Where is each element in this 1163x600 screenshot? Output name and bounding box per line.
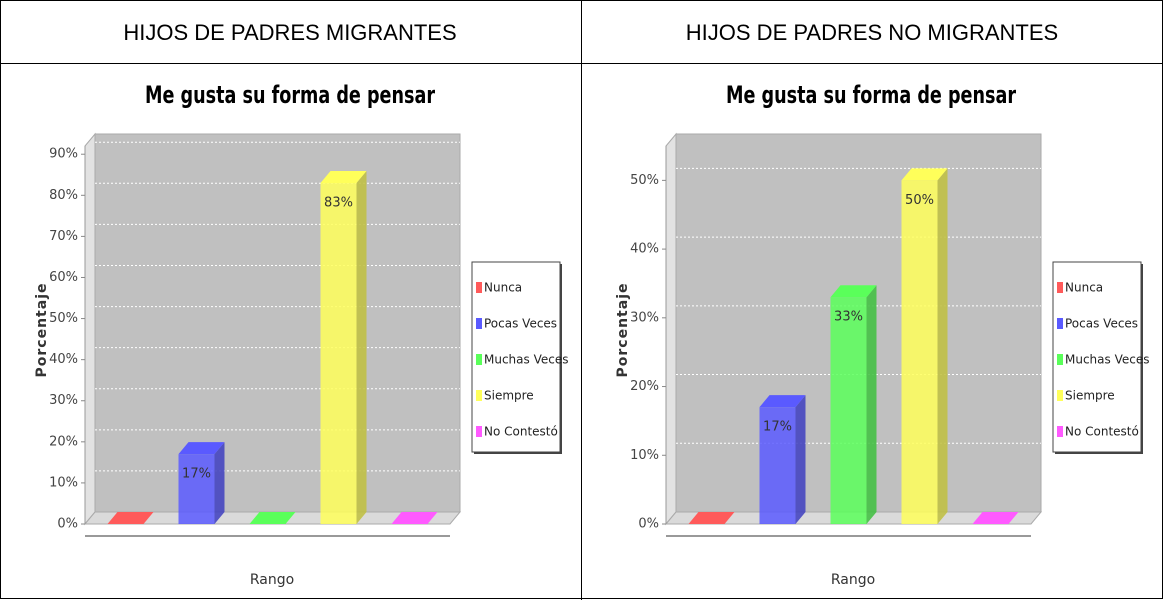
bar-top — [107, 512, 154, 524]
bar-top — [759, 395, 806, 408]
y-tick-label: 10% — [49, 475, 78, 490]
y-tick-label: 20% — [630, 379, 659, 394]
legend-label: Siempre — [484, 389, 534, 403]
legend-swatch — [476, 390, 482, 401]
y-tick-label: 50% — [49, 311, 78, 326]
bar — [830, 297, 867, 524]
legend-swatch — [476, 426, 482, 437]
bar-side — [356, 170, 367, 524]
legend-swatch — [476, 354, 482, 365]
legend-label: No Contestó — [484, 425, 558, 439]
y-tick-label: 80% — [49, 188, 78, 203]
chart: Me gusta su forma de pensar 0% 10% 20% 30% 40… — [615, 81, 1149, 588]
y-tick-label: 40% — [630, 242, 659, 257]
bar-side — [937, 168, 948, 524]
y-tick-label: 0% — [638, 517, 659, 532]
legend-label: No Contestó — [1065, 425, 1139, 439]
legend-swatch — [1057, 354, 1063, 365]
x-axis-label: Rango — [250, 572, 294, 588]
left-wall — [665, 132, 677, 526]
bar — [759, 407, 796, 524]
left-wall — [84, 132, 96, 526]
chart-title: Me gusta su forma de pensar — [145, 81, 435, 109]
legend — [1052, 261, 1142, 453]
bar-side-shade — [937, 168, 948, 524]
chart-title: Me gusta su forma de pensar — [726, 81, 1016, 109]
bar-top — [320, 170, 367, 183]
column-header: HIJOS DE PADRES MIGRANTES — [123, 20, 456, 45]
y-tick-label: 50% — [630, 173, 659, 188]
y-tick-label: 60% — [49, 270, 78, 285]
legend-label: Muchas Veces — [484, 353, 568, 367]
y-axis-label: Porcentaje — [34, 283, 50, 378]
legend-label: Nunca — [1065, 281, 1103, 295]
y-tick-label: 0% — [57, 517, 78, 532]
bar-top — [178, 442, 225, 455]
bar-top — [830, 285, 877, 298]
bar-side — [214, 442, 225, 524]
bar — [320, 182, 357, 524]
bar-side-shade — [214, 442, 225, 524]
bar-side — [866, 285, 877, 524]
data-label: 83% — [324, 195, 353, 210]
bar-side — [795, 395, 806, 524]
x-axis-label: Rango — [831, 572, 875, 588]
y-tick-label: 70% — [49, 229, 78, 244]
bar-top — [249, 512, 296, 524]
legend-swatch — [476, 282, 482, 293]
y-tick-label: 30% — [630, 310, 659, 325]
bar-top — [901, 168, 948, 181]
bar-top — [688, 512, 735, 524]
back-wall — [94, 133, 461, 513]
bar-side-shade — [795, 395, 806, 524]
legend-label: Muchas Veces — [1065, 353, 1149, 367]
legend-swatch — [1057, 282, 1063, 293]
bar-side-shade — [356, 170, 367, 524]
legend-label: Nunca — [484, 281, 522, 295]
bar-side-shade — [866, 285, 877, 524]
data-label: 17% — [182, 467, 211, 482]
chart: Me gusta su forma de pensar 0% 10% 20% 30% 40… — [34, 81, 568, 588]
legend-swatch — [1057, 318, 1063, 329]
legend-swatch — [476, 318, 482, 329]
y-tick-label: 10% — [630, 448, 659, 463]
legend — [471, 261, 561, 453]
data-label: 33% — [834, 310, 863, 325]
y-tick-label: 20% — [49, 434, 78, 449]
bar — [901, 180, 938, 524]
y-tick-label: 40% — [49, 352, 78, 367]
legend-swatch — [1057, 390, 1063, 401]
column-header: HIJOS DE PADRES NO MIGRANTES — [686, 20, 1058, 45]
data-label: 17% — [763, 420, 792, 435]
bar-top — [391, 512, 438, 524]
y-tick-label: 90% — [49, 147, 78, 162]
bar — [178, 454, 215, 524]
legend-label: Pocas Veces — [484, 317, 557, 331]
y-tick-label: 30% — [49, 393, 78, 408]
data-label: 50% — [905, 193, 934, 208]
legend-swatch — [1057, 426, 1063, 437]
legend-label: Siempre — [1065, 389, 1115, 403]
y-axis-label: Porcentaje — [615, 283, 631, 378]
bar-top — [972, 512, 1019, 524]
legend-label: Pocas Veces — [1065, 317, 1138, 331]
